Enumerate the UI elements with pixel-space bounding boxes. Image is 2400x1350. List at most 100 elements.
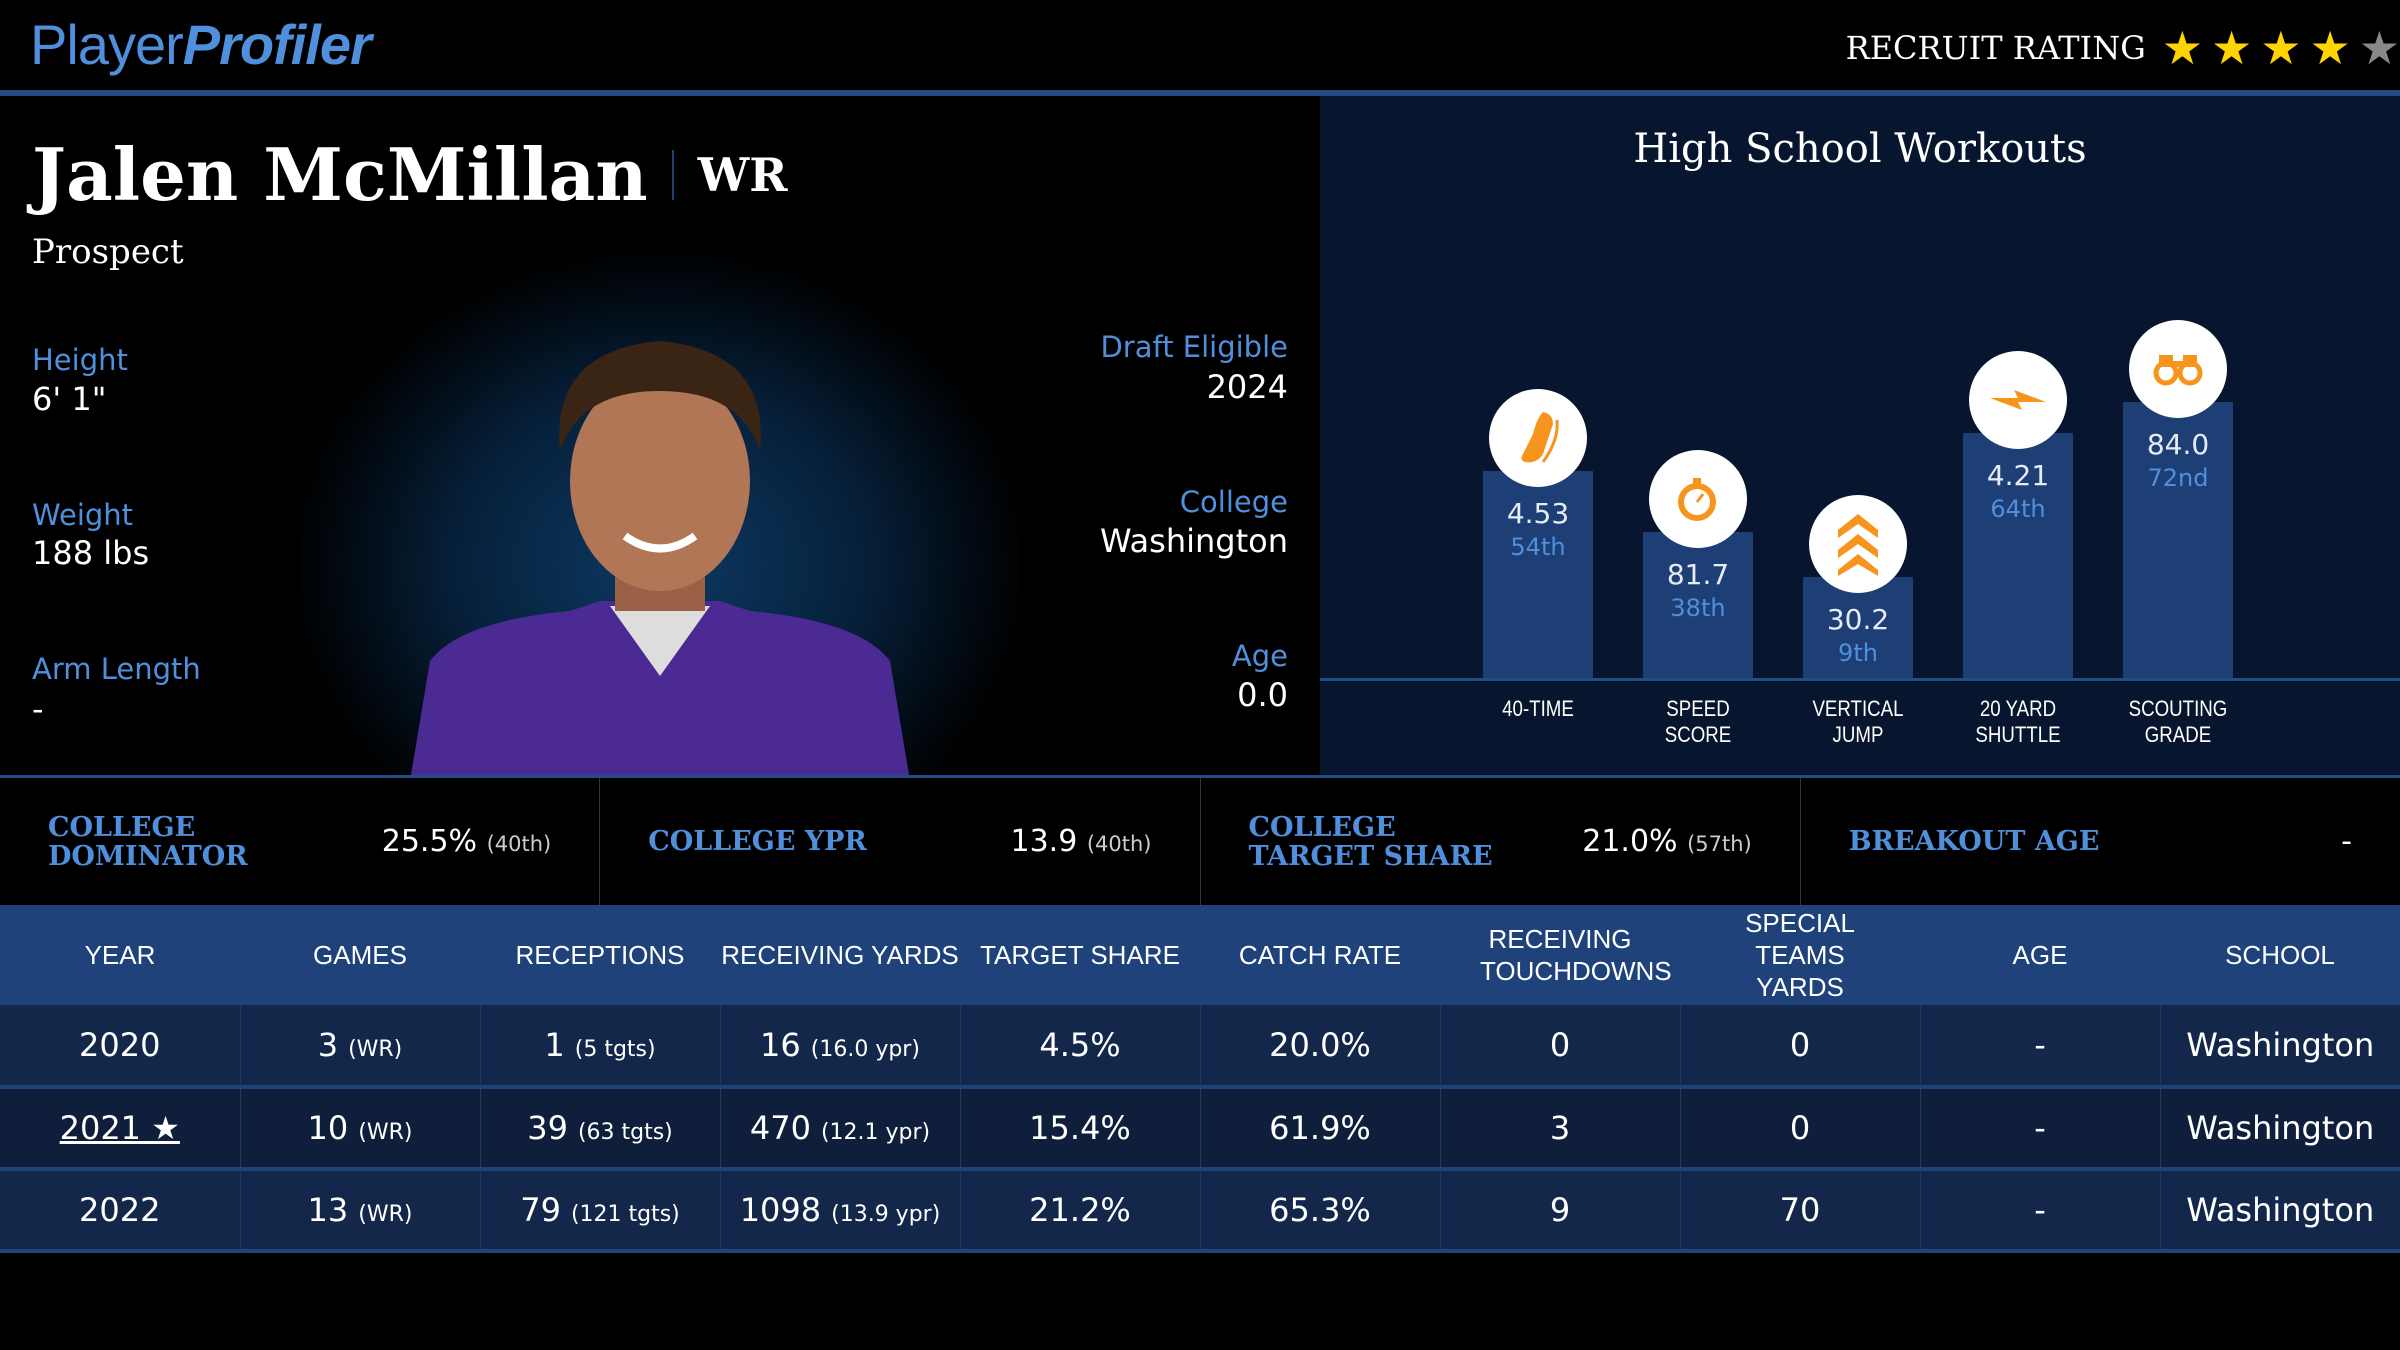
stat-rank: (57th): [1687, 832, 1752, 856]
cell-year: 2020: [0, 1005, 241, 1089]
arm-length-label: Arm Length: [32, 652, 201, 686]
workout-label: 40-TIME: [1479, 696, 1598, 722]
column-header: RECEIVING TOUCHDOWNS: [1440, 905, 1680, 1005]
college-label: College: [1179, 485, 1288, 519]
cell-games: 10 (WR): [240, 1087, 481, 1171]
chevrons-up-icon: [1809, 495, 1907, 593]
cell-receiving-yards: 470 (12.1 ypr): [720, 1087, 961, 1171]
star-icon: ★: [2161, 21, 2203, 75]
weight-label: Weight: [32, 498, 134, 532]
logo-part2: Profiler: [182, 13, 372, 76]
stat-number: 25.5%: [381, 824, 478, 859]
player-name-row: Jalen McMillan WR: [32, 130, 787, 220]
workout-value: 4.53: [1506, 497, 1570, 531]
workout-bar: 81.7 38th: [1643, 450, 1753, 678]
column-header: GAMES: [240, 905, 480, 1005]
stat-college-dominator: COLLEGE DOMINATOR 25.5% (40th): [0, 778, 601, 905]
workouts-baseline: [1320, 678, 2400, 681]
cell-receiving-tds: 0: [1440, 1005, 1681, 1089]
targets-note: (121 tgts): [570, 1202, 680, 1227]
workout-label-line1: 40-TIME: [1502, 696, 1574, 721]
stat-rank: (40th): [1086, 832, 1152, 856]
cell-age: -: [1920, 1005, 2161, 1089]
workout-bar: 4.53 54th: [1483, 389, 1593, 678]
cell-year: 2022: [0, 1169, 241, 1253]
binoculars-icon: [2129, 320, 2227, 419]
cell-catch-rate: 65.3%: [1200, 1169, 1441, 1253]
workout-value: 84.0: [2146, 428, 2210, 462]
stopwatch-icon: [1649, 450, 1747, 549]
age-label: Age: [1231, 639, 1288, 673]
workout-percentile: 38th: [1670, 594, 1726, 623]
college-stats-table: YEAR GAMES RECEPTIONS RECEIVING YARDS TARGET…: [0, 905, 2400, 1253]
cell-special-teams-yards: 0: [1680, 1087, 1921, 1171]
ypr-note: (16.0 ypr): [810, 1037, 920, 1062]
ypr-note: (13.9 ypr): [831, 1202, 941, 1227]
workout-label-line2: GRADE: [2144, 722, 2212, 747]
divider: [671, 150, 674, 200]
column-header: AGE: [1920, 905, 2160, 1005]
workout-value: 30.2: [1826, 603, 1890, 636]
workouts-panel: High School Workouts 4.53 54th 40-TIME 81…: [1320, 96, 2400, 775]
draft-eligible-label: Draft Eligible: [1100, 330, 1288, 364]
cell-school: Washington: [2160, 1169, 2400, 1253]
ypr-note: (12.1 ypr): [820, 1120, 931, 1145]
breakout-year-link[interactable]: 2021 ★: [59, 1109, 180, 1147]
cell-catch-rate: 61.9%: [1200, 1087, 1441, 1171]
cell-catch-rate: 20.0%: [1200, 1005, 1441, 1089]
stat-value: 21.0% (57th): [1582, 824, 1752, 859]
workout-label-line1: VERTICAL: [1812, 696, 1904, 721]
cell-school: Washington: [2160, 1087, 2400, 1171]
stat-number: -: [2341, 824, 2352, 859]
table-row: 2020 3 (WR) 1 (5 tgts) 16 (16.0 ypr) 4.5% 2…: [0, 1005, 2400, 1089]
table-row: 2022 13 (WR) 79 (121 tgts) 1098 (13.9 ypr) …: [0, 1169, 2400, 1253]
receiving-yards: 16: [760, 1026, 801, 1064]
workout-label-line1: SPEED: [1666, 696, 1730, 721]
column-header: RECEIVING YARDS: [720, 905, 960, 1005]
player-photo: [411, 341, 909, 775]
workout-percentile: 72nd: [2147, 464, 2209, 493]
divider: [0, 90, 2400, 96]
cell-receiving-tds: 3: [1440, 1087, 1681, 1171]
college-stats-row: COLLEGE DOMINATOR 25.5% (40th) COLLEGE YP…: [0, 775, 2400, 905]
receptions: 39: [527, 1109, 568, 1147]
workout-value: 4.21: [1986, 458, 2050, 492]
stat-label: COLLEGE TARGET SHARE: [1248, 811, 1493, 872]
stat-number: 13.9: [1010, 824, 1078, 859]
cell-age: -: [1920, 1087, 2161, 1171]
games-note: (WR): [348, 1037, 403, 1062]
college-value: Washington: [1099, 522, 1288, 560]
shoe-icon: [1489, 389, 1587, 488]
stat-rank: (40th): [486, 832, 552, 856]
year: 2020: [79, 1026, 161, 1064]
receiving-yards: 470: [749, 1109, 811, 1147]
column-header: SPECIAL TEAMS YARDS: [1680, 905, 1920, 1005]
playerprofiler-logo[interactable]: PlayerProfiler: [30, 12, 372, 77]
recruit-rating: RECRUIT RATING ★ ★ ★ ★ ★: [1846, 21, 2400, 75]
stat-value: 25.5% (40th): [382, 824, 552, 859]
age-value: 0.0: [1237, 676, 1288, 714]
cell-receptions: 1 (5 tgts): [480, 1005, 721, 1089]
workout-value: 81.7: [1666, 558, 1730, 592]
column-header: RECEPTIONS: [480, 905, 720, 1005]
cell-receiving-yards: 16 (16.0 ypr): [720, 1005, 961, 1089]
cell-receiving-yards: 1098 (13.9 ypr): [720, 1169, 961, 1253]
height-label: Height: [32, 343, 128, 377]
stat-college-target-share: COLLEGE TARGET SHARE 21.0% (57th): [1201, 778, 1801, 905]
star-icon: ★: [2309, 21, 2351, 75]
column-header: YEAR: [0, 905, 240, 1005]
workout-percentile: 64th: [1990, 494, 2046, 523]
player-card: Jalen McMillan WR Prospect Height 6' 1" …: [0, 96, 1320, 775]
cell-age: -: [1920, 1169, 2161, 1253]
cell-target-share: 4.5%: [960, 1005, 1201, 1089]
lightning-icon: [1969, 350, 2067, 449]
games: 13: [307, 1191, 349, 1229]
workout-percentile: 54th: [1510, 533, 1566, 562]
table-row: 2021 ★ 10 (WR) 39 (63 tgts) 470 (12.1 ypr) …: [0, 1087, 2400, 1171]
star-empty-icon: ★: [2358, 21, 2400, 75]
workout-label-line2: SHUTTLE: [1975, 722, 2061, 747]
cell-games: 13 (WR): [240, 1169, 481, 1253]
targets-note: (5 tgts): [574, 1037, 656, 1062]
receptions: 79: [520, 1191, 561, 1229]
stat-label: COLLEGE YPR: [648, 826, 867, 857]
